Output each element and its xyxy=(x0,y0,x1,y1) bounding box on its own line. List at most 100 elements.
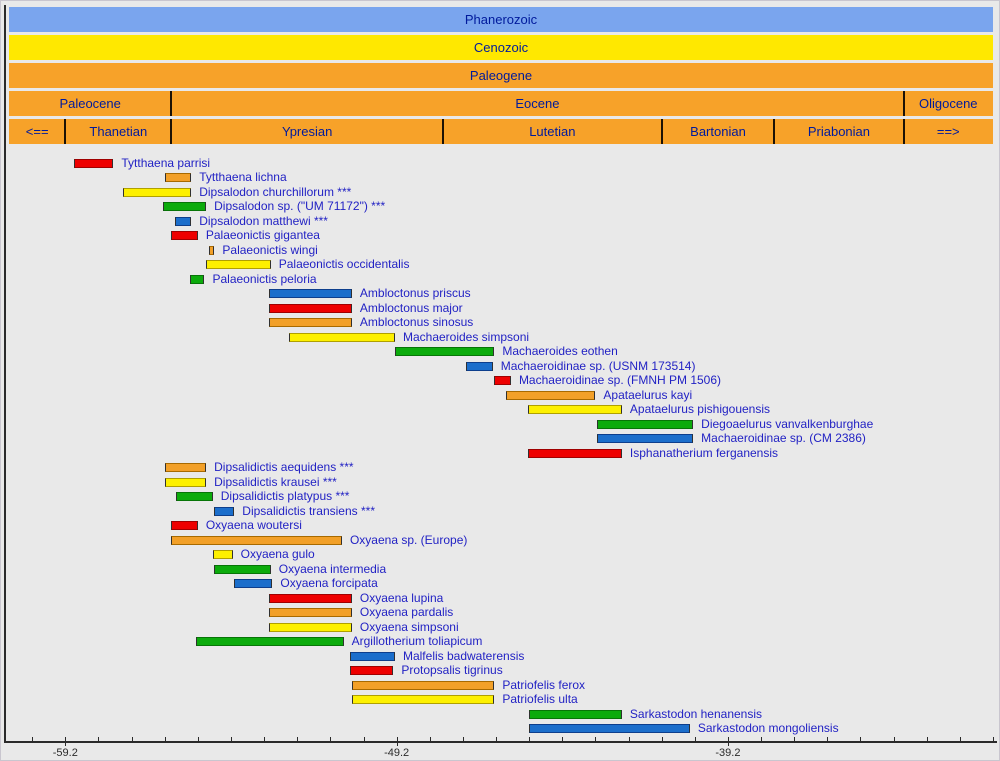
species-label: Dipsalodon matthewi *** xyxy=(199,213,328,228)
species-label: Oxyaena woutersi xyxy=(205,518,302,532)
stage-boundary-line xyxy=(660,119,663,144)
axis-major-tick xyxy=(65,737,67,746)
band-paleogene-label: Paleogene xyxy=(469,68,533,83)
range-bar xyxy=(123,187,192,197)
stage-cell-label: Lutetian xyxy=(529,124,576,139)
epoch-cell: Paleocene xyxy=(9,91,171,116)
epoch-cell-label: Paleocene xyxy=(59,96,121,111)
axis-minor-tick xyxy=(993,737,994,741)
range-bar xyxy=(196,637,344,646)
species-label: Machaeroides eothen xyxy=(502,344,618,358)
species-label: Dipsalidictis krausei *** xyxy=(214,474,337,489)
species-label: Protopsalis tigrinus xyxy=(401,663,503,677)
axis-bottom-line xyxy=(4,741,997,743)
stage-cell-label: ==> xyxy=(936,124,960,139)
axis-minor-tick xyxy=(794,737,796,741)
range-bar xyxy=(597,434,694,443)
species-label: Palaeonictis peloria xyxy=(212,271,317,286)
stage-cell: Lutetian xyxy=(443,119,662,144)
range-bar xyxy=(209,245,215,255)
species-label: Ambloctonus sinosus xyxy=(359,315,474,329)
range-bar xyxy=(171,231,198,240)
range-bar xyxy=(164,173,192,182)
range-bar xyxy=(351,680,495,690)
axis-minor-tick xyxy=(197,737,199,741)
range-bar xyxy=(163,202,207,211)
stage-boundary-line xyxy=(442,119,445,144)
range-bar xyxy=(527,405,622,414)
range-bar xyxy=(269,622,352,632)
range-bar xyxy=(505,390,596,400)
range-bar xyxy=(214,564,271,574)
species-label: Apataelurus pishigouensis xyxy=(629,402,771,416)
band-stages: <== Thanetian Ypresian Lutetian Bartonian Pri… xyxy=(9,119,993,144)
stage-cell-label: Ypresian xyxy=(281,124,333,139)
axis-minor-tick xyxy=(529,737,531,741)
species-label: Oxyaena lupina xyxy=(359,590,444,605)
axis-minor-tick xyxy=(230,737,232,741)
stage-cell: Priabonian xyxy=(774,119,903,144)
axis-minor-tick xyxy=(131,737,133,741)
epoch-cell-label: Oligocene xyxy=(918,96,978,111)
stage-cell-label: Bartonian xyxy=(690,124,746,139)
chart-area: Tytthaena parrisi Tytthaena lichna Dipsalo… xyxy=(1,156,1000,736)
range-bar xyxy=(269,303,352,313)
axis-major-tick xyxy=(396,737,398,746)
species-label: Ambloctonus major xyxy=(359,300,463,315)
stage-boundary-line xyxy=(773,119,776,144)
range-bar xyxy=(174,216,192,226)
epoch-cell: Eocene xyxy=(171,91,903,116)
range-bar xyxy=(176,492,213,501)
species-label: Machaeroidinae sp. (FMNH PM 1506) xyxy=(518,373,722,387)
range-bar xyxy=(206,260,271,269)
axis-minor-tick xyxy=(297,737,299,741)
species-label: Argillotherium toliapicum xyxy=(351,634,483,648)
stage-cell: Thanetian xyxy=(65,119,171,144)
species-label: Oxyaena simpsoni xyxy=(359,619,459,634)
stage-cell: Bartonian xyxy=(662,119,775,144)
range-bar xyxy=(212,550,233,559)
species-label: Dipsalidictis platypus *** xyxy=(220,489,350,503)
band-cenozoic: Cenozoic xyxy=(9,35,993,60)
species-label: Tytthaena lichna xyxy=(199,170,287,184)
range-bar xyxy=(394,347,495,356)
range-bar xyxy=(164,477,207,487)
axis-tick-label: -59.2 xyxy=(52,747,78,759)
range-bar xyxy=(527,448,622,458)
range-bar xyxy=(73,158,114,168)
species-label: Sarkastodon mongoliensis xyxy=(697,721,839,735)
species-label: Machaeroidinae sp. (CM 2386) xyxy=(701,431,866,445)
species-label: Patriofelis ferox xyxy=(502,677,586,692)
band-phanerozoic-label: Phanerozoic xyxy=(464,12,538,27)
range-bar xyxy=(350,651,395,661)
axis-minor-tick xyxy=(363,737,365,741)
axis-minor-tick xyxy=(860,737,862,741)
range-bar xyxy=(597,419,694,429)
axis-minor-tick xyxy=(462,737,464,741)
range-bar xyxy=(234,579,273,588)
band-epochs: Paleocene Eocene Oligocene xyxy=(9,91,993,116)
species-label: Oxyaena pardalis xyxy=(359,605,454,619)
axis-minor-tick xyxy=(661,737,663,741)
range-bar xyxy=(529,709,622,719)
species-label: Oxyaena intermedia xyxy=(278,561,387,576)
range-bar xyxy=(494,376,511,385)
species-label: Malfelis badwaterensis xyxy=(402,648,525,663)
species-label: Dipsalidictis transiens *** xyxy=(242,503,376,518)
axis-minor-tick xyxy=(761,737,763,741)
stage-boundary-line xyxy=(902,119,905,144)
species-label: Dipsalidictis aequidens *** xyxy=(214,460,354,474)
axis-minor-tick xyxy=(926,737,928,741)
stage-cell: ==> xyxy=(904,119,993,144)
band-phanerozoic: Phanerozoic xyxy=(9,7,993,32)
epoch-boundary-line xyxy=(170,91,173,116)
species-label: Sarkastodon henanensis xyxy=(629,706,763,721)
species-label: Dipsalodon churchillorum *** xyxy=(199,184,352,199)
stage-cell-label: Thanetian xyxy=(89,124,148,139)
species-label: Palaeonictis gigantea xyxy=(205,228,320,242)
species-label: Isphanatherium ferganensis xyxy=(629,445,779,460)
species-label: Diegoaelurus vanvalkenburghae xyxy=(701,416,874,431)
axis-minor-tick xyxy=(330,737,332,741)
axis-minor-tick xyxy=(496,737,498,741)
